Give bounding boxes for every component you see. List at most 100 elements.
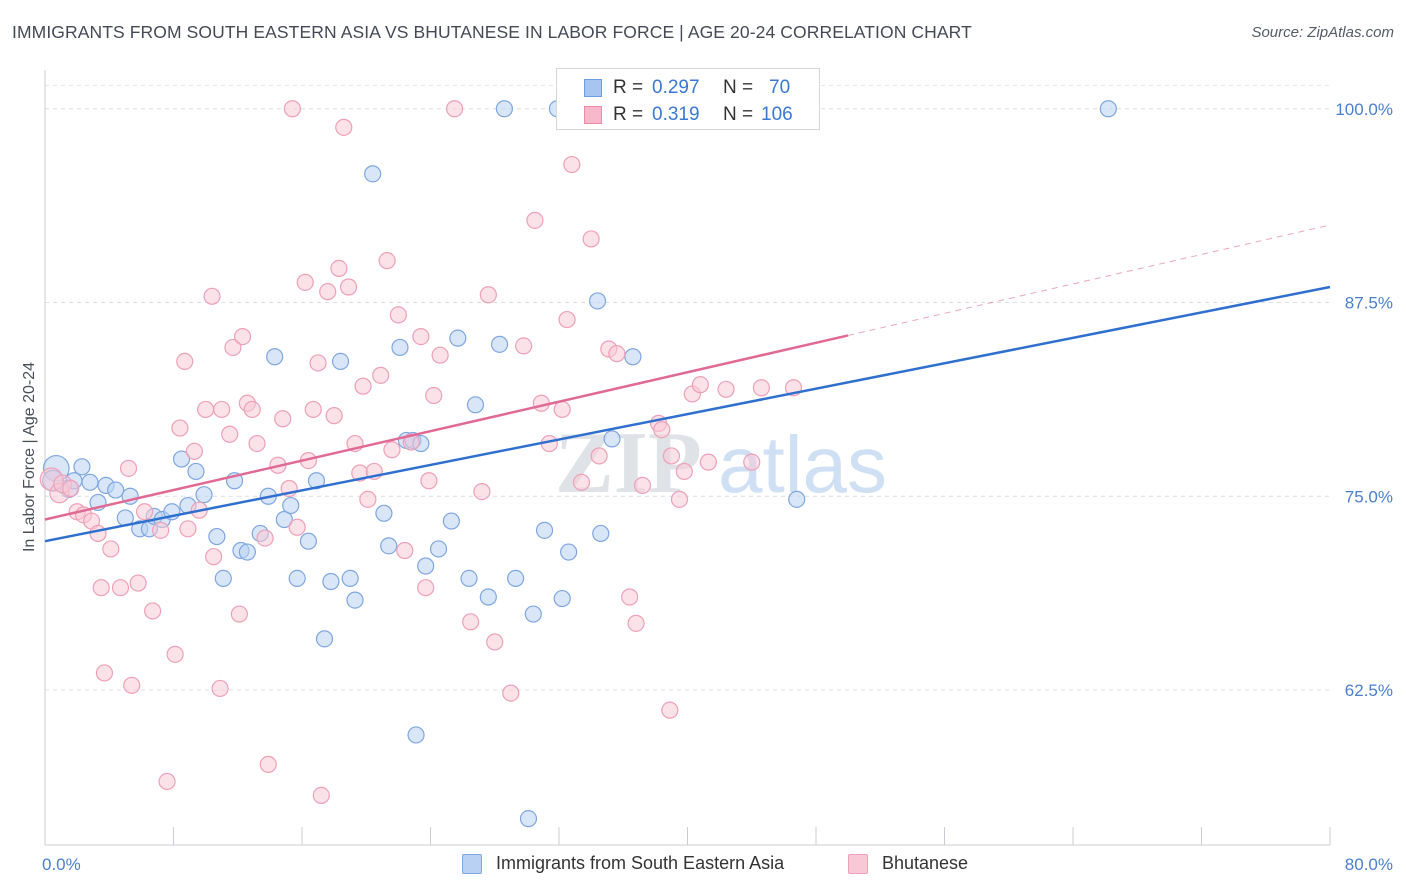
data-point-sea (107, 481, 125, 499)
data-point-sea (322, 572, 340, 591)
data-point-bhutanese (389, 306, 407, 324)
data-point-bhutanese (89, 524, 107, 543)
data-point-bhutanese (486, 633, 504, 651)
x-tick-label: 0.0% (42, 855, 81, 874)
data-point-sea (172, 450, 191, 468)
data-point-sea (524, 605, 542, 623)
data-point-bhutanese (95, 664, 114, 682)
data-point-bhutanese (144, 602, 162, 620)
y-axis-title: In Labor Force | Age 20-24 (21, 362, 38, 552)
stats-row-series-1: R = 0.297 N = 70 (557, 74, 819, 100)
data-point-bhutanese (412, 328, 430, 346)
data-point-bhutanese (425, 386, 443, 405)
n-value: 70 (769, 77, 791, 98)
n-value: 106 (761, 104, 793, 125)
data-point-bhutanese (553, 400, 571, 419)
data-point-bhutanese (185, 442, 203, 460)
data-point-sea (449, 329, 467, 347)
data-point-bhutanese (243, 400, 261, 419)
data-point-bhutanese (213, 400, 231, 419)
data-point-bhutanese (325, 407, 343, 425)
data-point-bhutanese (431, 346, 449, 364)
data-point-sea (282, 496, 300, 515)
data-point-sea (81, 473, 99, 491)
data-point-bhutanese (633, 476, 652, 494)
data-point-bhutanese (179, 520, 197, 538)
y-tick-label: 100.0% (1335, 100, 1393, 119)
data-point-bhutanese (158, 772, 176, 791)
data-point-sea (73, 458, 91, 476)
data-point-bhutanese (582, 230, 600, 248)
data-point-bhutanese (502, 684, 520, 702)
data-point-bhutanese (661, 701, 679, 719)
data-point-bhutanese (662, 447, 681, 465)
data-point-sea (519, 810, 538, 828)
r-label: R = (613, 104, 644, 125)
data-point-bhutanese (248, 434, 266, 453)
data-point-sea (479, 588, 497, 606)
y-tick-label: 75.0% (1345, 487, 1393, 506)
y-tick-label: 87.5% (1345, 294, 1393, 313)
series-1-swatch (584, 79, 602, 97)
data-point-bhutanese (752, 379, 770, 397)
data-point-sea (535, 521, 554, 539)
data-point-bhutanese (473, 483, 491, 501)
data-point-sea (288, 569, 306, 588)
data-point-sea (346, 591, 364, 609)
data-point-bhutanese (396, 541, 414, 560)
data-point-sea (417, 557, 435, 575)
data-point-bhutanese (608, 345, 626, 363)
data-point-bhutanese (558, 310, 576, 329)
data-point-bhutanese (197, 400, 215, 419)
trend-line-sea (44, 285, 1331, 543)
n-label: N = (723, 77, 754, 98)
data-point-bhutanese (166, 645, 184, 663)
data-point-bhutanese (312, 786, 330, 805)
data-point-bhutanese (563, 155, 581, 174)
data-point-bhutanese (171, 419, 189, 437)
data-point-bhutanese (92, 579, 110, 597)
data-point-sea (275, 510, 293, 529)
data-point-bhutanese (675, 462, 693, 481)
data-point-sea (442, 512, 460, 530)
data-point-sea (214, 569, 232, 588)
legend-label: Immigrants from South Eastern Asia (496, 853, 785, 873)
data-point-bhutanese (304, 400, 322, 419)
data-point-bhutanese (288, 518, 306, 536)
legend-label: Bhutanese (882, 853, 969, 873)
data-point-bhutanese (233, 328, 252, 346)
trend-line-bhutanese (44, 334, 849, 521)
data-point-bhutanese (372, 366, 390, 384)
data-point-bhutanese (335, 118, 353, 136)
data-point-sea (299, 532, 318, 550)
data-point-bhutanese (296, 273, 314, 291)
data-point-bhutanese (256, 529, 274, 547)
data-point-bhutanese (330, 259, 348, 277)
data-point-bhutanese (119, 459, 138, 477)
axes (44, 70, 1331, 846)
tick-labels: 62.5% 75.0% 87.5% 100.0% 0.0% 80.0% In Labor F… (21, 100, 1393, 874)
data-point-bhutanese (378, 252, 396, 270)
data-point-sea (592, 524, 610, 543)
data-point-sea (507, 569, 525, 588)
source-credit: Source: ZipAtlas.com (1251, 24, 1394, 41)
data-point-bhutanese (205, 548, 223, 566)
data-point-bhutanese (717, 380, 735, 398)
data-point-sea (553, 589, 571, 608)
trend-lines (44, 224, 1331, 543)
data-point-bhutanese (309, 354, 327, 372)
y-tick-label: 62.5% (1345, 681, 1393, 700)
stats-row-series-2: R = 0.319 N = 106 (557, 101, 819, 127)
data-point-bhutanese (621, 588, 639, 606)
r-value: 0.297 (652, 77, 700, 98)
r-value: 0.319 (652, 104, 700, 125)
data-point-sea (341, 569, 359, 588)
data-point-bhutanese (572, 473, 591, 491)
data-point-bhutanese (402, 433, 420, 451)
data-point-bhutanese (691, 376, 709, 394)
legend-swatch (848, 854, 868, 874)
data-point-bhutanese (359, 490, 377, 508)
data-point-sea (315, 630, 334, 648)
data-point-bhutanese (653, 421, 671, 439)
data-point-sea (331, 352, 350, 370)
